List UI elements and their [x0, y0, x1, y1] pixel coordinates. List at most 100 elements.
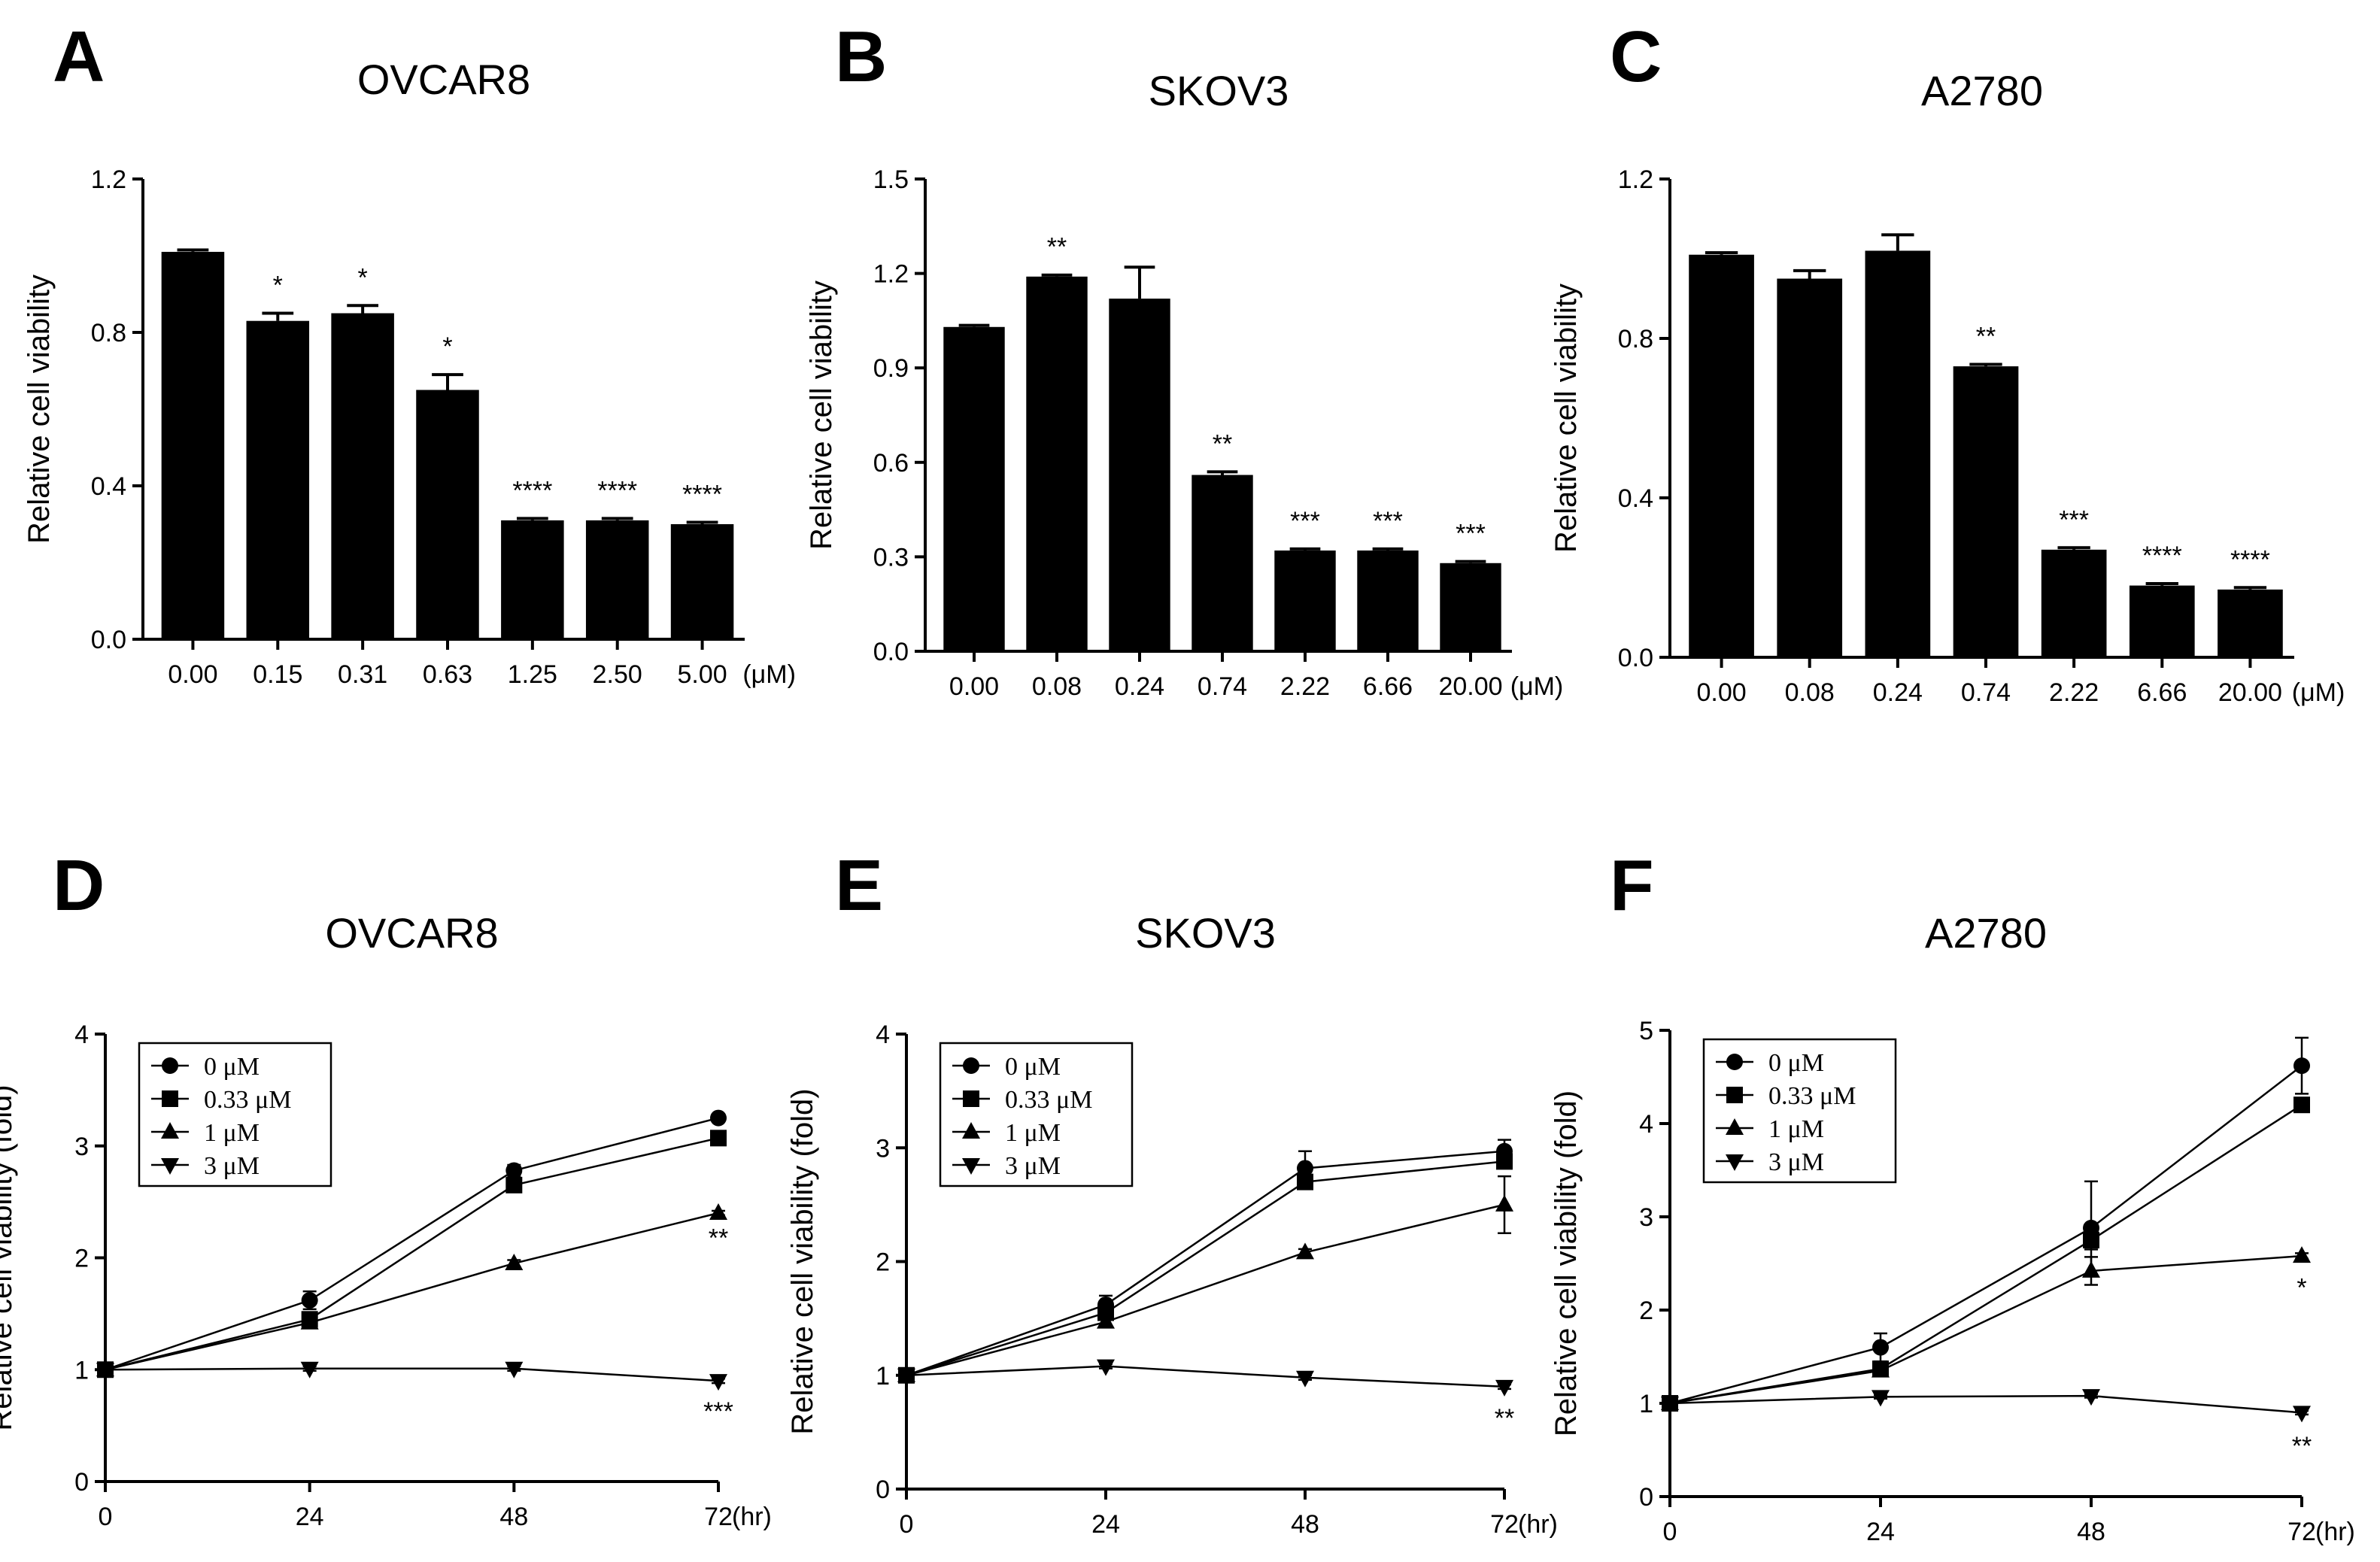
y-tick-label: 3	[876, 1134, 890, 1163]
series-1	[898, 1153, 1513, 1384]
y-tick-label: 4	[876, 1021, 890, 1049]
bar	[1953, 366, 2019, 657]
significance-label: ***	[1456, 520, 1486, 548]
data-point	[1872, 1339, 1889, 1356]
series-line	[105, 1117, 719, 1371]
legend: 0 μM 0.33 μM 1 μM 3 μM	[1702, 1038, 1897, 1184]
y-tick-label: 4	[1639, 1110, 1653, 1139]
legend-label: 3 μM	[1768, 1148, 1824, 1176]
data-point	[709, 1374, 727, 1391]
series-line	[1669, 1254, 2303, 1405]
bar	[943, 326, 1005, 651]
bar	[1357, 550, 1419, 651]
significance-label: ****	[597, 476, 637, 505]
x-tick-label: 24	[296, 1503, 324, 1531]
chart-title: SKOV3	[1149, 67, 1289, 114]
x-tick-label: 0.74	[1961, 678, 2011, 707]
series-line	[906, 1365, 1505, 1388]
data-point	[2293, 1246, 2311, 1263]
legend-marker	[162, 1090, 178, 1107]
y-tick-label: 0.0	[91, 626, 126, 654]
legend-marker	[162, 1057, 178, 1074]
data-point	[1296, 1242, 1314, 1260]
y-axis-label: Relative cell viability	[1550, 284, 1583, 553]
bar	[246, 320, 310, 639]
legend-marker	[963, 1057, 979, 1074]
data-point	[2293, 1096, 2310, 1114]
x-tick-label: 0.63	[423, 660, 472, 689]
bar	[1689, 254, 1754, 657]
x-tick-label: 2.22	[2049, 678, 2099, 707]
y-tick-label: 1.5	[873, 165, 909, 194]
significance-label: ****	[2230, 545, 2270, 574]
x-tick-label: 72	[2287, 1518, 2316, 1546]
bar	[331, 313, 394, 639]
x-tick-label: 48	[499, 1503, 528, 1531]
x-tick-label: 24	[1866, 1518, 1895, 1546]
legend-marker	[963, 1090, 979, 1107]
x-tick-label: 5.00	[677, 660, 727, 689]
y-tick-label: 2	[74, 1245, 89, 1273]
data-point	[710, 1109, 727, 1127]
series-line	[1669, 1394, 2303, 1414]
bar	[1274, 550, 1336, 651]
y-tick-label: 0.0	[873, 638, 909, 666]
panel-f: F A2780 0 1 2 3 4 5 Relative cell viability (fol…	[1550, 845, 2355, 1546]
x-tick-label: 6.66	[2137, 678, 2187, 707]
data-point	[2293, 1057, 2310, 1075]
bar	[1440, 563, 1501, 651]
series-3	[96, 1361, 727, 1391]
bar	[1777, 278, 1843, 657]
x-tick-label: 48	[2077, 1518, 2105, 1546]
y-axis-label: Relative cell viability (fold)	[0, 1084, 18, 1430]
y-tick-label: 0.8	[91, 319, 126, 347]
x-tick-label: 48	[1291, 1510, 1319, 1539]
panel-b: B SKOV3 0.0 0.3 0.6 0.9 1.2 1.5 Relative cell vi…	[805, 17, 1563, 701]
x-tick-label: 72	[1490, 1510, 1519, 1539]
panel-letter: C	[1610, 17, 1662, 97]
x-tick-label: 0.74	[1198, 672, 1247, 701]
x-tick-label: 24	[1091, 1510, 1120, 1539]
x-tick-label: 0.31	[338, 660, 387, 689]
significance-label: ***	[2059, 505, 2089, 534]
legend-label: 3 μM	[204, 1152, 260, 1180]
data-point	[1661, 1397, 1679, 1413]
legend-label: 1 μM	[204, 1119, 260, 1147]
significance-label: **	[1976, 322, 1996, 350]
series-line	[1669, 1065, 2303, 1405]
y-tick-label: 5	[1639, 1017, 1653, 1045]
data-point	[1495, 1194, 1513, 1212]
panel-d: D OVCAR8 0 1 2 3 4 Relative cell viability (fol…	[0, 845, 772, 1531]
data-point	[1297, 1160, 1313, 1177]
data-point	[2082, 1389, 2100, 1406]
significance-label: *	[358, 263, 368, 292]
series-0	[1662, 1036, 2310, 1412]
legend-label: 0.33 μM	[1768, 1082, 1856, 1110]
series-line	[906, 1160, 1505, 1376]
chart-title: OVCAR8	[325, 909, 498, 957]
y-tick-label: 2	[876, 1248, 890, 1277]
y-tick-label: 1.2	[873, 260, 909, 289]
x-tick-label: 0.24	[1873, 678, 1923, 707]
legend-marker	[962, 1122, 980, 1139]
bar	[416, 390, 479, 639]
y-tick-label: 0.9	[873, 354, 909, 383]
series-3	[1661, 1389, 2311, 1423]
data-point	[1296, 1370, 1314, 1388]
chart-title: A2780	[1925, 909, 2047, 957]
x-tick-label: 20.00	[2218, 678, 2282, 707]
y-tick-label: 0.4	[91, 472, 126, 501]
x-tick-label: 0	[1663, 1518, 1677, 1546]
series-line	[105, 1212, 719, 1371]
x-tick-label: 20.00	[1438, 672, 1502, 701]
x-unit-label: (hr)	[732, 1503, 772, 1531]
y-tick-label: 3	[1639, 1203, 1653, 1232]
y-axis-label: Relative cell viability (fold)	[1550, 1090, 1583, 1436]
series-2	[96, 1203, 727, 1377]
y-axis-label: Relative cell viability	[23, 274, 56, 544]
data-point	[2082, 1260, 2100, 1278]
y-tick-label: 0.6	[873, 449, 909, 478]
data-point	[1872, 1360, 1890, 1378]
panel-e: E SKOV3 0 1 2 3 4 Relative cell viability (fold…	[786, 845, 1558, 1539]
